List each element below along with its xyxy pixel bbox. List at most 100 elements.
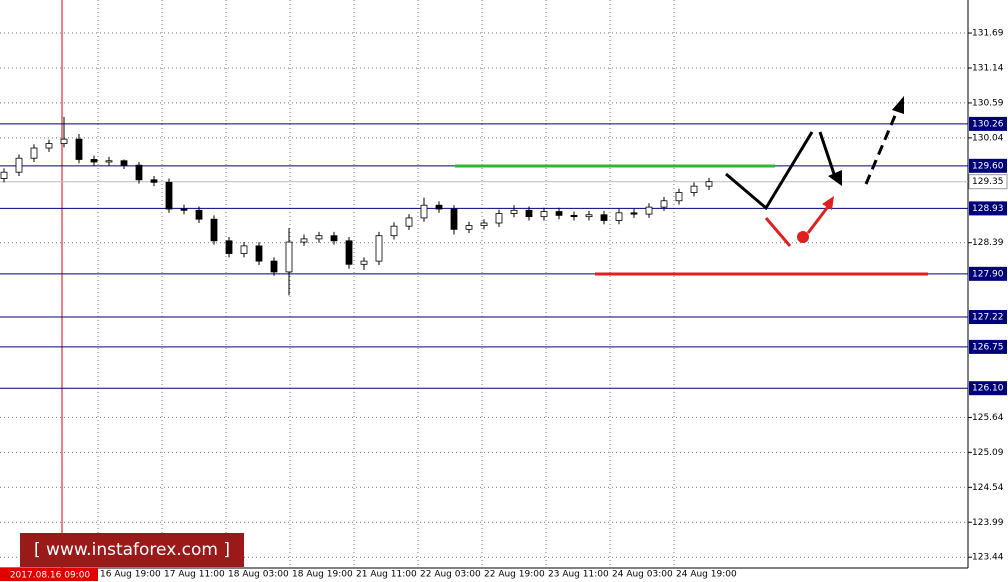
- candle-body: [465, 225, 473, 230]
- candle-body: [315, 235, 323, 240]
- level-label-box: [969, 116, 1007, 131]
- candle-body: [0, 171, 8, 179]
- level-label: 126.10: [972, 384, 1004, 394]
- candle-body: [390, 225, 398, 237]
- y-tick-label: 123.99: [972, 518, 1004, 528]
- candle-body: [660, 200, 668, 208]
- level-label-box: [969, 381, 1007, 396]
- candle-body: [480, 222, 488, 226]
- candle-body: [360, 260, 368, 265]
- x-tick-label: 18 Aug 19:00: [292, 570, 353, 580]
- candle-body: [285, 241, 293, 273]
- candle-body: [135, 164, 143, 181]
- candle-body: [690, 185, 698, 193]
- candle-body: [540, 211, 548, 218]
- arrow-head: [892, 96, 904, 114]
- candle-body: [105, 160, 113, 163]
- candle-body: [705, 181, 713, 187]
- level-label: 126.75: [972, 342, 1004, 352]
- candle-body: [45, 143, 53, 149]
- forecast-arrow: [764, 217, 792, 247]
- level-label: 127.22: [972, 313, 1004, 323]
- candle-body: [525, 209, 533, 218]
- current-price-label: 129.35: [972, 177, 1004, 187]
- candle-body: [555, 211, 563, 216]
- candle-body: [255, 245, 263, 262]
- candle-body: [615, 212, 623, 221]
- candle-body: [345, 240, 353, 265]
- x-tick-label: 17 Aug 11:00: [164, 570, 225, 580]
- candle-body: [300, 238, 308, 243]
- candle-body: [180, 208, 188, 211]
- y-tick-label: 125.09: [972, 448, 1004, 458]
- forecast-point: [797, 231, 809, 243]
- y-tick-label: 131.14: [972, 63, 1004, 73]
- candle-body: [570, 214, 578, 218]
- candle-body: [240, 245, 248, 254]
- level-label: 129.60: [972, 161, 1004, 171]
- candle-body: [675, 192, 683, 202]
- candle-body: [270, 260, 278, 273]
- candle-body: [630, 212, 638, 215]
- level-label-box: [969, 201, 1007, 216]
- candle-body: [645, 206, 653, 215]
- x-tick-label: 22 Aug 19:00: [484, 570, 545, 580]
- marker-box: [0, 568, 98, 581]
- y-tick-label: 130.59: [972, 98, 1004, 108]
- level-label-box: [969, 339, 1007, 354]
- candle-body: [585, 214, 593, 218]
- level-label-box: [969, 158, 1007, 173]
- current-price-box: [968, 174, 1008, 190]
- candle-body: [600, 214, 608, 221]
- level-label-box: [969, 310, 1007, 325]
- x-tick-label: 18 Aug 03:00: [228, 570, 289, 580]
- level-label: 127.90: [972, 269, 1004, 279]
- candle-body: [60, 138, 68, 144]
- forecast-arrow: [818, 131, 838, 181]
- y-tick-label: 131.69: [972, 29, 1004, 39]
- candle-body: [405, 217, 413, 227]
- y-tick-label: 123.44: [972, 553, 1004, 563]
- x-tick-label: 21 Aug 11:00: [356, 570, 417, 580]
- watermark-box: [20, 533, 244, 567]
- y-tick-label: 125.64: [972, 413, 1004, 423]
- candle-body: [225, 240, 233, 254]
- candle-body: [450, 208, 458, 230]
- level-label: 128.93: [972, 204, 1004, 214]
- watermark: [ www.instaforex.com ]: [34, 540, 230, 560]
- x-tick-label: 24 Aug 03:00: [612, 570, 673, 580]
- forecast-arrow: [864, 103, 902, 185]
- forecast-path: [725, 131, 814, 211]
- arrow-head: [822, 196, 834, 210]
- candle-body: [75, 138, 83, 160]
- forecast: [455, 96, 928, 276]
- y-tick-label: 130.04: [972, 133, 1004, 143]
- candle-body: [420, 204, 428, 219]
- candle-body: [90, 159, 98, 163]
- y-tick-label: 128.39: [972, 238, 1004, 248]
- x-tick-label: 22 Aug 03:00: [420, 570, 481, 580]
- level-label: 130.26: [972, 119, 1004, 129]
- x-tick-label: 23 Aug 11:00: [548, 570, 609, 580]
- marker-label: 2017.08.16 09:00: [10, 571, 91, 581]
- candle-body: [330, 235, 338, 242]
- level-label-box: [969, 266, 1007, 281]
- candle-body: [375, 235, 383, 262]
- candle-body: [30, 147, 38, 159]
- candle-body: [510, 209, 518, 214]
- candle-body: [15, 157, 23, 173]
- x-tick-label: 16 Aug 19:00: [100, 570, 161, 580]
- x-tick-label: 24 Aug 19:00: [676, 570, 737, 580]
- forecast-arrow: [806, 203, 832, 234]
- candle-body: [195, 209, 203, 220]
- candle-body: [150, 179, 158, 183]
- candle-body: [435, 204, 443, 210]
- candle-body: [165, 181, 173, 210]
- candle-body: [495, 213, 503, 224]
- arrow-head: [828, 170, 842, 186]
- candle-body: [210, 218, 218, 242]
- candle-body: [120, 160, 128, 166]
